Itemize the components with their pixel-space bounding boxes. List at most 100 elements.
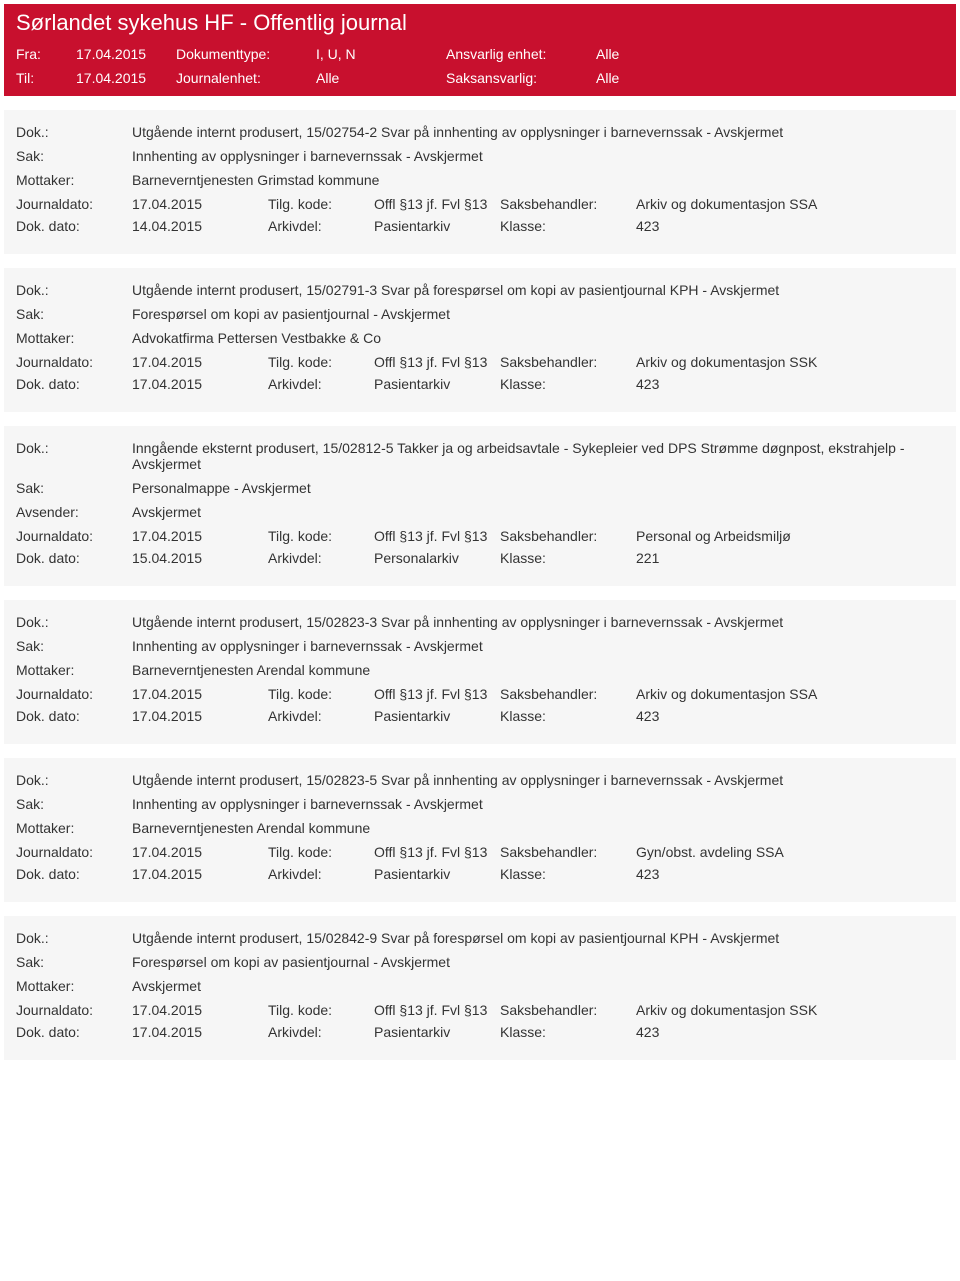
saksbehandler-value: Arkiv og dokumentasjon SSK — [636, 354, 944, 370]
journaldato-label: Journaldato: — [16, 196, 126, 212]
dokdato-label: Dok. dato: — [16, 550, 126, 566]
saksbehandler-value: Arkiv og dokumentasjon SSA — [636, 686, 944, 702]
dok-label: Dok.: — [16, 772, 126, 788]
arkivdel-value: Personalarkiv — [374, 550, 494, 566]
sak-value: Personalmappe - Avskjermet — [132, 480, 944, 496]
klasse-label: Klasse: — [500, 376, 630, 392]
saksbehandler-value: Personal og Arbeidsmiljø — [636, 528, 944, 544]
sak-value: Forespørsel om kopi av pasientjournal - … — [132, 306, 944, 322]
journalenhet-value: Alle — [316, 70, 446, 86]
dok-label: Dok.: — [16, 930, 126, 946]
party-value: Barneverntjenesten Grimstad kommune — [132, 172, 944, 188]
journal-entry: Dok.: Utgående internt produsert, 15/028… — [4, 916, 956, 1060]
dok-label: Dok.: — [16, 614, 126, 630]
tilgkode-value: Offl §13 jf. Fvl §13 — [374, 196, 494, 212]
klasse-label: Klasse: — [500, 708, 630, 724]
saksansvarlig-label: Saksansvarlig: — [446, 70, 596, 86]
header-filters: Fra: 17.04.2015 Dokumenttype: I, U, N An… — [4, 42, 956, 96]
doktype-value: I, U, N — [316, 46, 446, 62]
party-value: Avskjermet — [132, 504, 944, 520]
til-label: Til: — [16, 70, 76, 86]
klasse-value: 423 — [636, 218, 944, 234]
dokdato-label: Dok. dato: — [16, 218, 126, 234]
arkivdel-label: Arkivdel: — [268, 1024, 368, 1040]
fra-label: Fra: — [16, 46, 76, 62]
party-label: Avsender: — [16, 504, 126, 520]
sak-label: Sak: — [16, 148, 126, 164]
journal-entry: Dok.: Inngående eksternt produsert, 15/0… — [4, 426, 956, 586]
dok-value: Utgående internt produsert, 15/02823-3 S… — [132, 614, 944, 630]
sak-label: Sak: — [16, 954, 126, 970]
party-value: Barneverntjenesten Arendal kommune — [132, 820, 944, 836]
journaldato-label: Journaldato: — [16, 354, 126, 370]
sak-value: Forespørsel om kopi av pasientjournal - … — [132, 954, 944, 970]
arkivdel-label: Arkivdel: — [268, 376, 368, 392]
arkivdel-value: Pasientarkiv — [374, 376, 494, 392]
sak-value: Innhenting av opplysninger i barnevernss… — [132, 148, 944, 164]
saksansvarlig-value: Alle — [596, 70, 756, 86]
dok-value: Utgående internt produsert, 15/02842-9 S… — [132, 930, 944, 946]
saksbehandler-label: Saksbehandler: — [500, 1002, 630, 1018]
journaldato-value: 17.04.2015 — [132, 196, 262, 212]
saksbehandler-label: Saksbehandler: — [500, 686, 630, 702]
tilgkode-label: Tilg. kode: — [268, 844, 368, 860]
sak-value: Innhenting av opplysninger i barnevernss… — [132, 796, 944, 812]
tilgkode-label: Tilg. kode: — [268, 686, 368, 702]
party-value: Advokatfirma Pettersen Vestbakke & Co — [132, 330, 944, 346]
fra-value: 17.04.2015 — [76, 46, 176, 62]
page-title: Sørlandet sykehus HF - Offentlig journal — [16, 10, 944, 36]
journaldato-label: Journaldato: — [16, 686, 126, 702]
arkivdel-label: Arkivdel: — [268, 866, 368, 882]
party-value: Barneverntjenesten Arendal kommune — [132, 662, 944, 678]
dok-value: Inngående eksternt produsert, 15/02812-5… — [132, 440, 944, 472]
dokdato-label: Dok. dato: — [16, 1024, 126, 1040]
journal-entry: Dok.: Utgående internt produsert, 15/028… — [4, 758, 956, 902]
klasse-label: Klasse: — [500, 866, 630, 882]
saksbehandler-label: Saksbehandler: — [500, 196, 630, 212]
journal-entry: Dok.: Utgående internt produsert, 15/027… — [4, 110, 956, 254]
tilgkode-value: Offl §13 jf. Fvl §13 — [374, 686, 494, 702]
til-value: 17.04.2015 — [76, 70, 176, 86]
dokdato-value: 17.04.2015 — [132, 376, 262, 392]
party-label: Mottaker: — [16, 330, 126, 346]
arkivdel-label: Arkivdel: — [268, 218, 368, 234]
journal-entry: Dok.: Utgående internt produsert, 15/028… — [4, 600, 956, 744]
dokdato-value: 17.04.2015 — [132, 1024, 262, 1040]
tilgkode-value: Offl §13 jf. Fvl §13 — [374, 354, 494, 370]
journaldato-value: 17.04.2015 — [132, 354, 262, 370]
arkivdel-value: Pasientarkiv — [374, 218, 494, 234]
journal-entry: Dok.: Utgående internt produsert, 15/027… — [4, 268, 956, 412]
journalenhet-label: Journalenhet: — [176, 70, 316, 86]
sak-label: Sak: — [16, 638, 126, 654]
saksbehandler-label: Saksbehandler: — [500, 528, 630, 544]
dokdato-label: Dok. dato: — [16, 376, 126, 392]
tilgkode-value: Offl §13 jf. Fvl §13 — [374, 844, 494, 860]
dok-label: Dok.: — [16, 440, 126, 472]
sak-value: Innhenting av opplysninger i barnevernss… — [132, 638, 944, 654]
saksbehandler-value: Arkiv og dokumentasjon SSA — [636, 196, 944, 212]
journaldato-value: 17.04.2015 — [132, 528, 262, 544]
klasse-value: 221 — [636, 550, 944, 566]
dokdato-label: Dok. dato: — [16, 708, 126, 724]
ansvarlig-value: Alle — [596, 46, 756, 62]
arkivdel-label: Arkivdel: — [268, 550, 368, 566]
klasse-label: Klasse: — [500, 1024, 630, 1040]
dok-label: Dok.: — [16, 282, 126, 298]
sak-label: Sak: — [16, 306, 126, 322]
tilgkode-label: Tilg. kode: — [268, 196, 368, 212]
party-label: Mottaker: — [16, 662, 126, 678]
dokdato-value: 14.04.2015 — [132, 218, 262, 234]
party-value: Avskjermet — [132, 978, 944, 994]
doktype-label: Dokumenttype: — [176, 46, 316, 62]
tilgkode-label: Tilg. kode: — [268, 354, 368, 370]
sak-label: Sak: — [16, 480, 126, 496]
saksbehandler-value: Gyn/obst. avdeling SSA — [636, 844, 944, 860]
entries-list: Dok.: Utgående internt produsert, 15/027… — [0, 110, 960, 1060]
party-label: Mottaker: — [16, 978, 126, 994]
journaldato-value: 17.04.2015 — [132, 1002, 262, 1018]
klasse-value: 423 — [636, 376, 944, 392]
tilgkode-value: Offl §13 jf. Fvl §13 — [374, 1002, 494, 1018]
saksbehandler-label: Saksbehandler: — [500, 844, 630, 860]
party-label: Mottaker: — [16, 820, 126, 836]
journaldato-value: 17.04.2015 — [132, 844, 262, 860]
